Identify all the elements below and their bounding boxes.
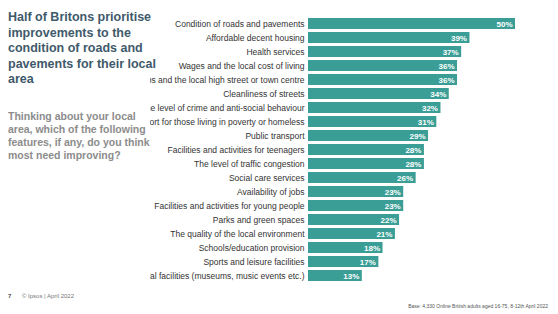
svg-text:Cultural facilities (museums,: Cultural facilities (museums, music even… [150,271,305,281]
svg-text:36%: 36% [439,62,455,71]
svg-text:Parks and green spaces: Parks and green spaces [213,215,305,225]
svg-text:The level of traffic congestio: The level of traffic congestion [194,159,305,169]
svg-text:28%: 28% [405,160,421,169]
svg-text:Affordable decent housing: Affordable decent housing [206,33,305,43]
html-text:Half of Britons prioritise imp: Half of Britons prioritise improvements … [8,10,156,86]
svg-text:21%: 21% [376,230,392,239]
svg-text:Availability of jobs: Availability of jobs [237,187,304,197]
svg-text:Facilities and activities for: Facilities and activities for young peop… [154,201,305,211]
svg-text:28%: 28% [405,146,421,155]
html-text:Thinking about your local area: Thinking about your local area, which of… [8,110,150,161]
svg-text:23%: 23% [385,188,401,197]
svg-text:34%: 34% [430,90,446,99]
svg-text:The quality of the local envir: The quality of the local environment [170,229,305,239]
svg-text:Cleanliness of streets: Cleanliness of streets [223,89,304,99]
svg-text:29%: 29% [410,132,426,141]
svg-text:Health services: Health services [246,47,304,57]
svg-text:Support for those living in po: Support for those living in poverty or h… [150,117,305,127]
svg-text:Wages and the local cost of li: Wages and the local cost of living [179,61,305,71]
svg-text:23%: 23% [385,202,401,211]
svg-text:37%: 37% [443,48,459,57]
svg-text:22%: 22% [381,216,397,225]
svg-text:Facilities and activities for: Facilities and activities for teenagers [167,145,304,155]
svg-text:32%: 32% [422,104,438,113]
svg-text:36%: 36% [439,76,455,85]
svg-text:39%: 39% [451,34,467,43]
svg-text:Schools/education provision: Schools/education provision [199,243,305,253]
svg-text:13%: 13% [343,272,359,281]
svg-text:26%: 26% [397,174,413,183]
svg-text:17%: 17% [360,258,376,267]
svg-text:Social care services: Social care services [229,173,305,183]
svg-text:18%: 18% [364,244,380,253]
svg-text:Sports and leisure facilities: Sports and leisure facilities [203,257,304,267]
html-text:7: 7 [8,293,12,299]
svg-text:50%: 50% [496,20,512,29]
html-text:© Ipsos | April 2022: © Ipsos | April 2022 [22,293,74,299]
html-text:Base: 4,330 Online British adu: Base: 4,330 Online British adults aged 1… [408,303,548,309]
svg-text:Condition of roads and pavemen: Condition of roads and pavements [175,19,304,29]
svg-text:The level of crime and anti-so: The level of crime and anti-social behav… [150,103,305,113]
svg-text:31%: 31% [418,118,434,127]
svg-text:Public transport: Public transport [245,131,305,141]
svg-text:Shops and the local high stree: Shops and the local high street or town … [150,75,305,85]
